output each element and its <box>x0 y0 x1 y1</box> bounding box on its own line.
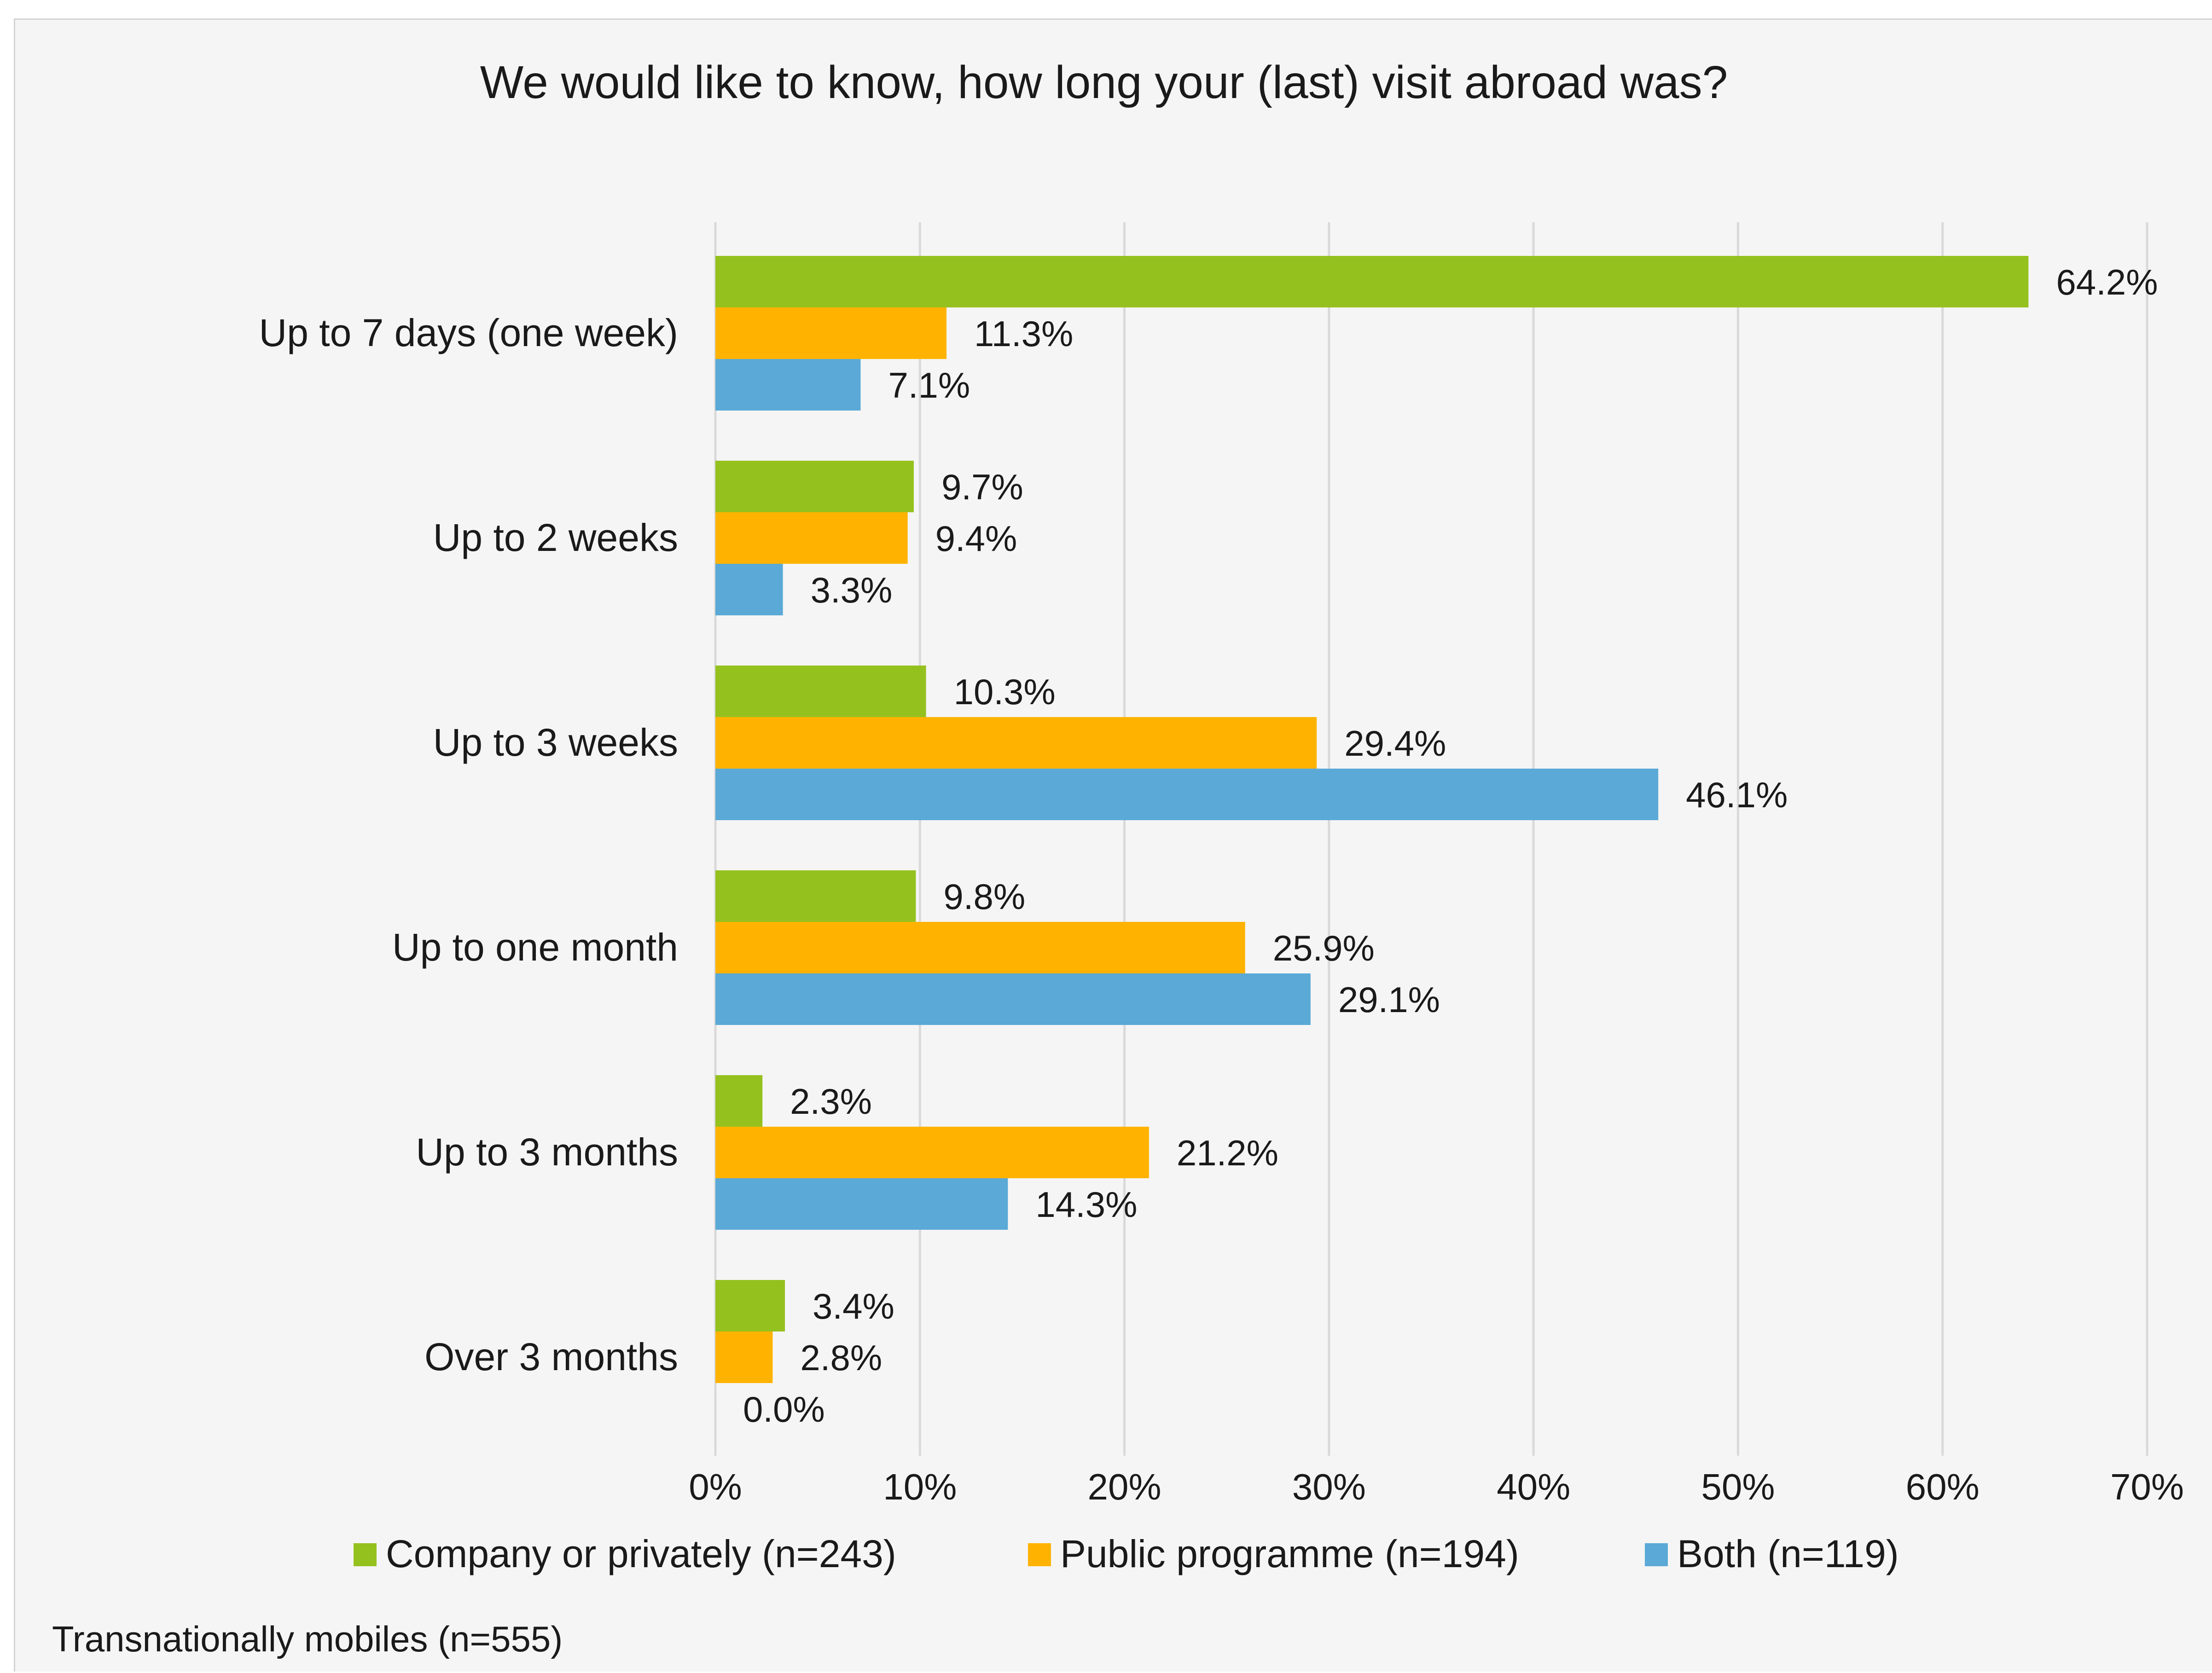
data-label: 14.3% <box>1035 1184 1137 1225</box>
bars <box>715 256 2029 1383</box>
data-label: 21.2% <box>1177 1133 1278 1173</box>
chart: We would like to know, how long your (la… <box>52 57 2184 1659</box>
bar <box>715 1127 1149 1178</box>
data-label: 11.3% <box>974 313 1073 354</box>
x-tick-label: 10% <box>883 1466 957 1507</box>
data-label: 29.4% <box>1344 723 1446 764</box>
data-label: 64.2% <box>2056 262 2158 302</box>
chart-frame: We would like to know, how long your (la… <box>14 18 2212 1672</box>
x-tick-label: 40% <box>1497 1466 1570 1507</box>
gridlines <box>714 222 2148 1456</box>
legend: Company or privately (n=243) Public progr… <box>354 1532 1899 1575</box>
category-label: Up to 3 weeks <box>433 721 678 764</box>
data-label: 2.8% <box>800 1337 882 1378</box>
bar <box>715 359 861 411</box>
bar <box>715 717 1317 769</box>
category-labels: Up to 7 days (one week) Up to 2 weeks Up t… <box>259 311 678 1378</box>
legend-swatch <box>1645 1543 1668 1566</box>
legend-label: Company or privately (n=243) <box>386 1532 896 1575</box>
x-tick-label: 20% <box>1088 1466 1161 1507</box>
data-label: 46.1% <box>1686 775 1788 815</box>
bar <box>715 870 916 922</box>
legend-swatch <box>1028 1543 1051 1566</box>
data-label: 9.4% <box>935 518 1017 559</box>
data-labels: 64.2% 11.3%7.1% 9.7% 9.4% 3.3% 10.3% 29.4% 46.1… <box>743 262 2158 1430</box>
category-label: Up to 2 weeks <box>433 516 678 559</box>
footnote: Transnationally mobiles (n=555) <box>52 1619 563 1659</box>
bar <box>715 564 783 615</box>
chart-title: We would like to know, how long your (la… <box>480 57 1728 108</box>
category-label: Up to 7 days (one week) <box>259 311 678 354</box>
data-label: 29.1% <box>1338 979 1440 1020</box>
data-label: 9.7% <box>941 467 1023 507</box>
bar <box>715 1280 785 1331</box>
data-label: 7.1% <box>888 365 970 405</box>
data-label: 0.0% <box>743 1389 825 1430</box>
bar <box>715 307 947 359</box>
bar <box>715 1178 1008 1230</box>
bar <box>715 769 1659 820</box>
data-label: 3.4% <box>813 1286 894 1326</box>
legend-label: Both (n=119) <box>1677 1532 1899 1575</box>
x-tick-label: 50% <box>1701 1466 1775 1507</box>
x-tick-label: 70% <box>2110 1466 2184 1507</box>
category-label: Up to 3 months <box>416 1130 678 1174</box>
bar <box>715 461 914 512</box>
x-axis-ticks: 0% 10% 20% 30% 40% 50% 60% 70% <box>689 1466 2184 1507</box>
category-label: Up to one month <box>392 926 678 969</box>
bar <box>715 973 1311 1025</box>
data-label: 2.3% <box>790 1081 872 1122</box>
data-label: 9.8% <box>943 876 1025 917</box>
bar <box>715 1075 763 1127</box>
x-tick-label: 60% <box>1906 1466 1980 1507</box>
data-label: 3.3% <box>811 570 893 610</box>
data-label: 10.3% <box>954 672 1056 712</box>
bar <box>715 1331 773 1383</box>
bar <box>715 922 1245 973</box>
x-tick-label: 30% <box>1292 1466 1366 1507</box>
data-label: 25.9% <box>1273 928 1375 968</box>
category-label: Over 3 months <box>424 1335 678 1378</box>
legend-label: Public programme (n=194) <box>1060 1532 1519 1575</box>
bar <box>715 256 2029 307</box>
legend-swatch <box>354 1543 377 1566</box>
bar <box>715 512 908 564</box>
x-tick-label: 0% <box>689 1466 742 1507</box>
bar <box>715 666 926 717</box>
